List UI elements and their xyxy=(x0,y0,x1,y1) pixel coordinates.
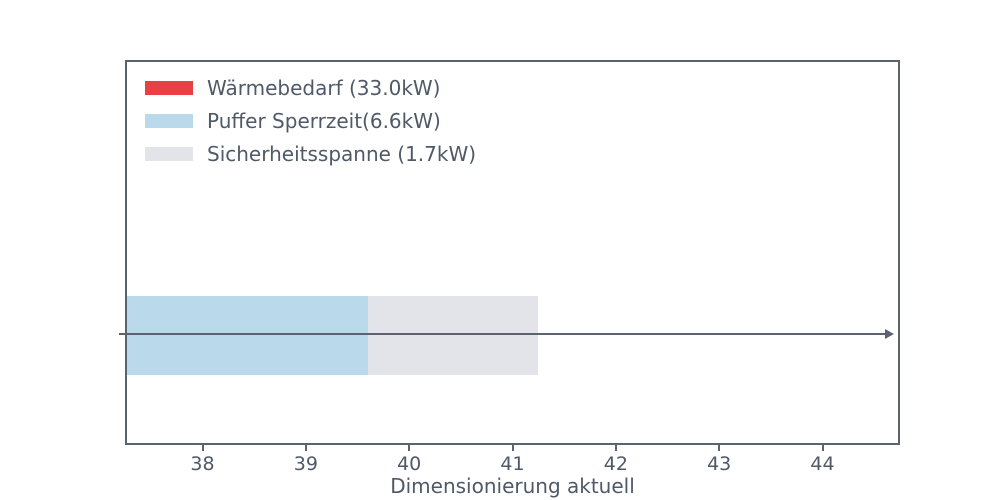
legend-item-puffer-sperrzeit: Puffer Sperrzeit(6.6kW) xyxy=(145,104,476,137)
legend-label-puffer-sperrzeit: Puffer Sperrzeit(6.6kW) xyxy=(207,108,441,133)
x-tick xyxy=(304,445,307,451)
legend-item-waermebedarf: Wärmebedarf (33.0kW) xyxy=(145,71,476,104)
x-tick xyxy=(718,445,721,451)
x-tick-label: 38 xyxy=(190,453,215,475)
bar-segment-sicherheitsspanne xyxy=(367,296,539,375)
x-tick xyxy=(408,445,411,451)
x-tick xyxy=(511,445,514,451)
arrow-line xyxy=(119,333,885,335)
legend-label-waermebedarf: Wärmebedarf (33.0kW) xyxy=(207,75,441,100)
x-tick-label: 44 xyxy=(810,453,835,475)
legend-label-sicherheitsspanne: Sicherheitsspanne (1.7kW) xyxy=(207,141,477,166)
legend: Wärmebedarf (33.0kW) Puffer Sperrzeit(6.… xyxy=(145,71,476,170)
bar-segment-puffer-sperrzeit xyxy=(125,296,368,375)
x-tick-label: 41 xyxy=(500,453,525,475)
legend-swatch-puffer-sperrzeit xyxy=(145,113,193,128)
legend-swatch-waermebedarf xyxy=(145,80,193,95)
x-tick xyxy=(201,445,204,451)
x-tick-label: 42 xyxy=(603,453,628,475)
x-tick-label: 43 xyxy=(707,453,732,475)
legend-swatch-sicherheitsspanne xyxy=(145,146,193,161)
x-axis-label: Dimensionierung aktuell xyxy=(390,474,635,498)
x-tick-label: 39 xyxy=(293,453,318,475)
x-tick-label: 40 xyxy=(397,453,422,475)
x-tick xyxy=(614,445,617,451)
arrow-head-icon xyxy=(885,329,894,339)
x-tick xyxy=(821,445,824,451)
legend-item-sicherheitsspanne: Sicherheitsspanne (1.7kW) xyxy=(145,137,476,170)
